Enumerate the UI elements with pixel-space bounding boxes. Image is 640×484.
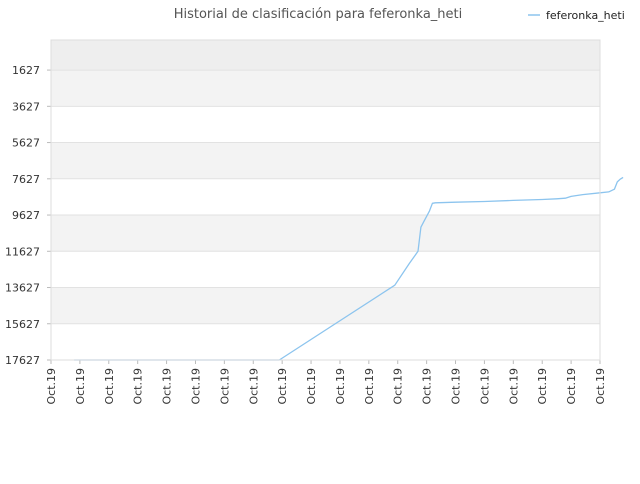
- plot-border: [50, 39, 601, 361]
- legend[interactable]: feferonka_heti: [528, 9, 625, 22]
- y-tick-label: 9627: [12, 209, 40, 222]
- x-tick-label: Oct.19: [45, 368, 58, 405]
- x-tick-label: Oct.19: [565, 368, 578, 405]
- plot-band: [51, 178, 600, 216]
- legend-label: feferonka_heti: [546, 9, 625, 22]
- plot-band: [51, 323, 600, 360]
- plot-band: [51, 251, 600, 288]
- x-tick-label: Oct.19: [305, 368, 318, 405]
- plot-band: [51, 215, 600, 252]
- x-tick-label: Oct.19: [247, 368, 260, 405]
- plot-band: [51, 40, 600, 71]
- y-tick-label: 1627: [12, 64, 40, 77]
- x-tick-label: Oct.19: [276, 368, 289, 405]
- y-tick-label: 17627: [5, 354, 40, 367]
- plot-band: [51, 142, 600, 179]
- x-tick-label: Oct.19: [132, 368, 145, 405]
- x-tick-label: Oct.19: [363, 368, 376, 405]
- x-tick-label: Oct.19: [74, 368, 87, 405]
- x-tick-label: Oct.19: [334, 368, 347, 405]
- series-group: [74, 176, 624, 361]
- x-tick-label: Oct.19: [161, 368, 174, 405]
- x-tick-label: Oct.19: [536, 368, 549, 405]
- y-tick-label: 11627: [5, 245, 40, 258]
- y-tick-label: 7627: [12, 173, 40, 186]
- series-line: [74, 176, 624, 361]
- x-tick-label: Oct.19: [450, 368, 463, 405]
- plot-bands: [51, 40, 600, 360]
- y-tick-label: 13627: [5, 282, 40, 295]
- chart-title: Historial de clasificación para feferonk…: [174, 7, 463, 22]
- x-tick-label: Oct.19: [392, 368, 405, 405]
- y-tick-label: 3627: [12, 100, 40, 113]
- plot-band: [51, 106, 600, 143]
- x-tick-label: Oct.19: [218, 368, 231, 405]
- plot-band: [51, 70, 600, 107]
- y-axis-ticks: 1627 3627 5627 7627 9627 11627 13627 15627 17627: [5, 64, 51, 367]
- x-tick-label: Oct.19: [189, 368, 202, 405]
- x-tick-label: Oct.19: [478, 368, 491, 405]
- y-tick-label: 5627: [12, 137, 40, 150]
- y-tick-label: 15627: [5, 318, 40, 331]
- x-tick-label: Oct.19: [594, 368, 607, 405]
- x-axis-ticks: Oct.19 Oct.19 Oct.19 Oct.19 Oct.19 Oct.19 Oct.…: [45, 360, 607, 405]
- x-tick-label: Oct.19: [103, 368, 116, 405]
- x-tick-label: Oct.19: [421, 368, 434, 405]
- x-tick-label: Oct.19: [507, 368, 520, 405]
- plot-band: [51, 287, 600, 324]
